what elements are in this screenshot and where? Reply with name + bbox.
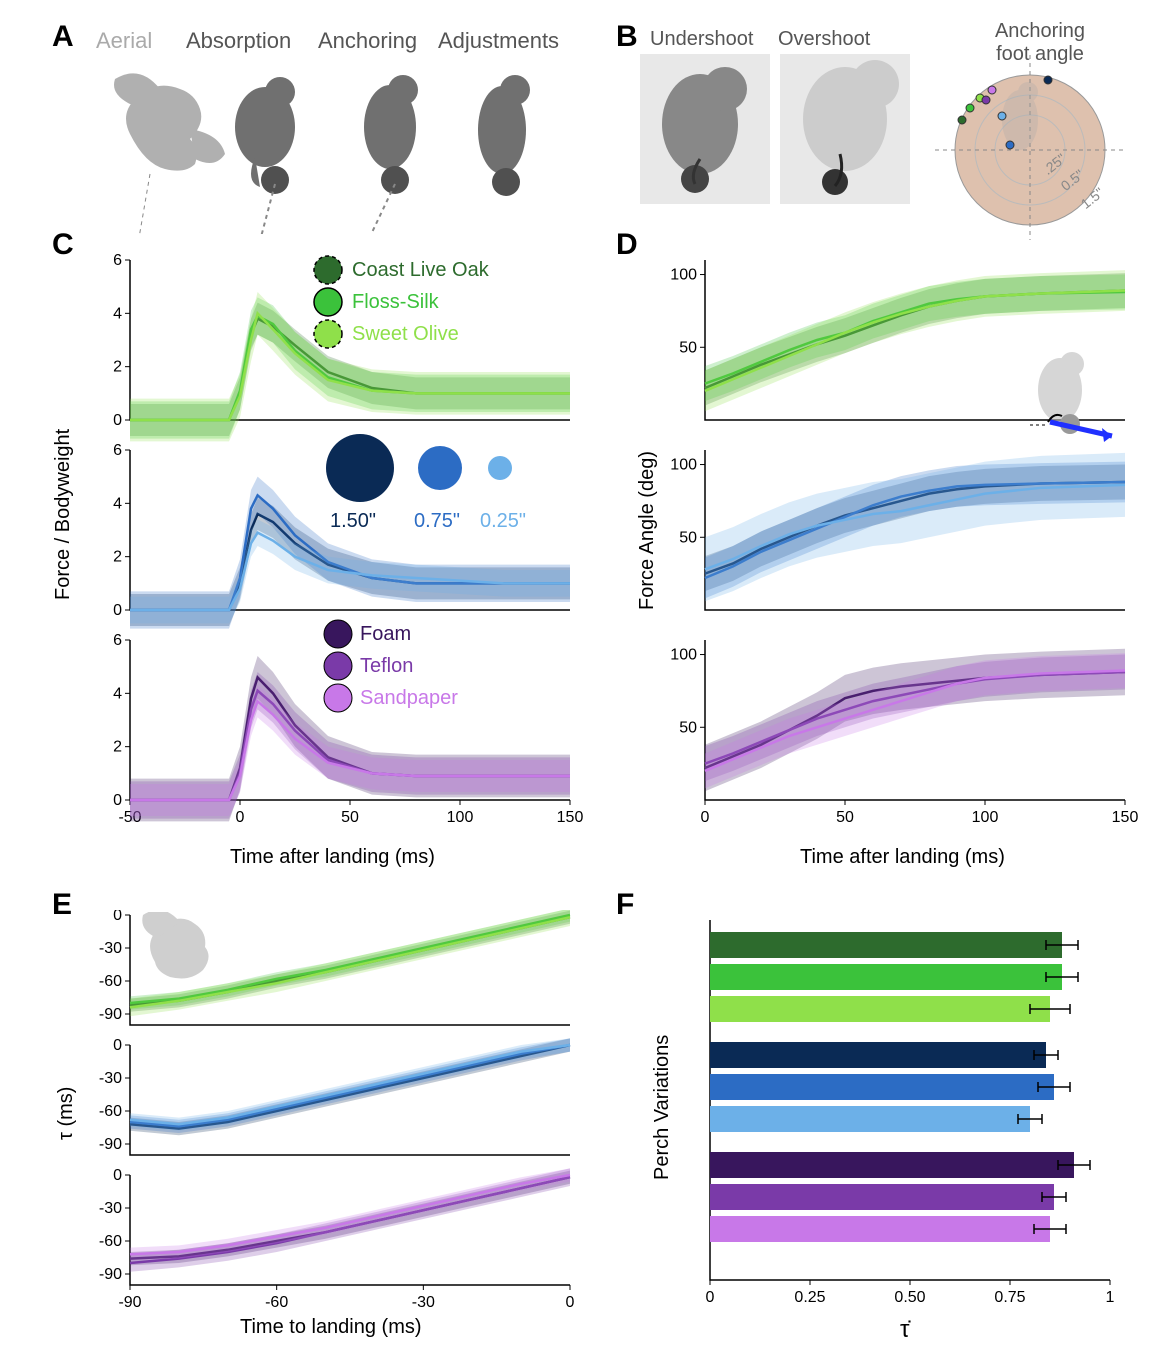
svg-text:0: 0 (701, 809, 710, 826)
svg-text:0: 0 (113, 412, 122, 429)
legend-floss: Floss-Silk (352, 291, 439, 314)
panel-d-inset (1020, 350, 1140, 450)
svg-text:4: 4 (113, 685, 122, 702)
svg-text:100: 100 (670, 647, 697, 664)
svg-text:2: 2 (113, 549, 122, 566)
panel-b-polar (930, 50, 1150, 240)
svg-text:-30: -30 (412, 1294, 435, 1311)
svg-text:-60: -60 (99, 1103, 122, 1120)
svg-text:50: 50 (679, 529, 697, 546)
svg-text:0: 0 (113, 792, 122, 809)
panel-e-silhouette (135, 912, 225, 992)
panel-e-xlabel: Time to landing (ms) (240, 1316, 422, 1339)
legend-size (320, 428, 590, 518)
svg-text:150: 150 (557, 809, 584, 826)
svg-text:0: 0 (113, 1167, 122, 1184)
svg-text:-90: -90 (99, 1006, 122, 1023)
svg-text:-30: -30 (99, 1070, 122, 1087)
panel-f-ylabel: Perch Variations (651, 1035, 674, 1180)
svg-text:0: 0 (113, 910, 122, 924)
svg-text:4: 4 (113, 305, 122, 322)
svg-text:6: 6 (113, 252, 122, 269)
svg-text:4: 4 (113, 495, 122, 512)
legend-150: 1.50" (330, 510, 376, 533)
svg-text:-30: -30 (99, 1200, 122, 1217)
panel-d-xlabel: Time after landing (ms) (800, 846, 1005, 869)
panel-b-overshoot: Overshoot (778, 28, 870, 51)
svg-text:-60: -60 (99, 973, 122, 990)
svg-text:100: 100 (670, 457, 697, 474)
svg-text:50: 50 (679, 719, 697, 736)
legend-oak: Coast Live Oak (352, 259, 489, 282)
svg-text:-90: -90 (118, 1294, 141, 1311)
panel-d-label: D (616, 228, 638, 262)
legend-teflon: Teflon (360, 655, 413, 678)
svg-text:-60: -60 (99, 1233, 122, 1250)
svg-text:0: 0 (566, 1294, 575, 1311)
svg-text:0: 0 (113, 602, 122, 619)
svg-text:6: 6 (113, 442, 122, 459)
panel-f-chart: 0 0.25 0.50 0.75 1 (680, 910, 1150, 1330)
legend-sandpaper: Sandpaper (360, 687, 458, 710)
legend-olive: Sweet Olive (352, 323, 459, 346)
phase-adjustments: Adjustments (438, 28, 559, 54)
svg-text:0: 0 (706, 1289, 715, 1306)
panel-f-label: F (616, 888, 634, 922)
svg-text:6: 6 (113, 632, 122, 649)
svg-text:0: 0 (113, 1037, 122, 1054)
svg-text:0.75: 0.75 (994, 1289, 1025, 1306)
svg-text:100: 100 (447, 809, 474, 826)
svg-text:50: 50 (836, 809, 854, 826)
legend-foam: Foam (360, 623, 411, 646)
svg-text:-60: -60 (265, 1294, 288, 1311)
panel-d-ylabel: Force Angle (deg) (636, 451, 659, 610)
panel-c-ylabel: Force / Bodyweight (52, 429, 75, 600)
svg-text:50: 50 (341, 809, 359, 826)
panel-e-label: E (52, 888, 72, 922)
panel-b-label: B (616, 20, 638, 54)
svg-text:2: 2 (113, 359, 122, 376)
svg-text:50: 50 (679, 339, 697, 356)
panel-c-label: C (52, 228, 74, 262)
svg-text:0.25: 0.25 (794, 1289, 825, 1306)
phase-aerial: Aerial (96, 28, 152, 54)
svg-text:150: 150 (1112, 809, 1139, 826)
svg-text:-90: -90 (99, 1266, 122, 1283)
svg-text:-30: -30 (99, 940, 122, 957)
svg-text:1: 1 (1106, 1289, 1115, 1306)
phase-absorption: Absorption (186, 28, 291, 54)
svg-text:0.50: 0.50 (894, 1289, 925, 1306)
panel-d-charts: 50 100 50 100 50 100 0 50 100 150 (665, 250, 1155, 870)
phase-anchoring: Anchoring (318, 28, 417, 54)
svg-text:0: 0 (236, 809, 245, 826)
legend-025: 0.25" (480, 510, 526, 533)
panel-c-xlabel: Time after landing (ms) (230, 846, 435, 869)
svg-text:100: 100 (972, 809, 999, 826)
panel-b-undershoot: Undershoot (650, 28, 753, 51)
svg-text:-90: -90 (99, 1136, 122, 1153)
panel-a-label: A (52, 20, 74, 54)
legend-075: 0.75" (414, 510, 460, 533)
panel-f-xlabel: τ̇ (900, 1316, 909, 1344)
svg-text:2: 2 (113, 739, 122, 756)
svg-text:100: 100 (670, 267, 697, 284)
panel-e-ylabel: τ (ms) (55, 1087, 78, 1140)
panel-a-silhouettes (70, 54, 590, 234)
panel-b-photos (640, 54, 920, 214)
